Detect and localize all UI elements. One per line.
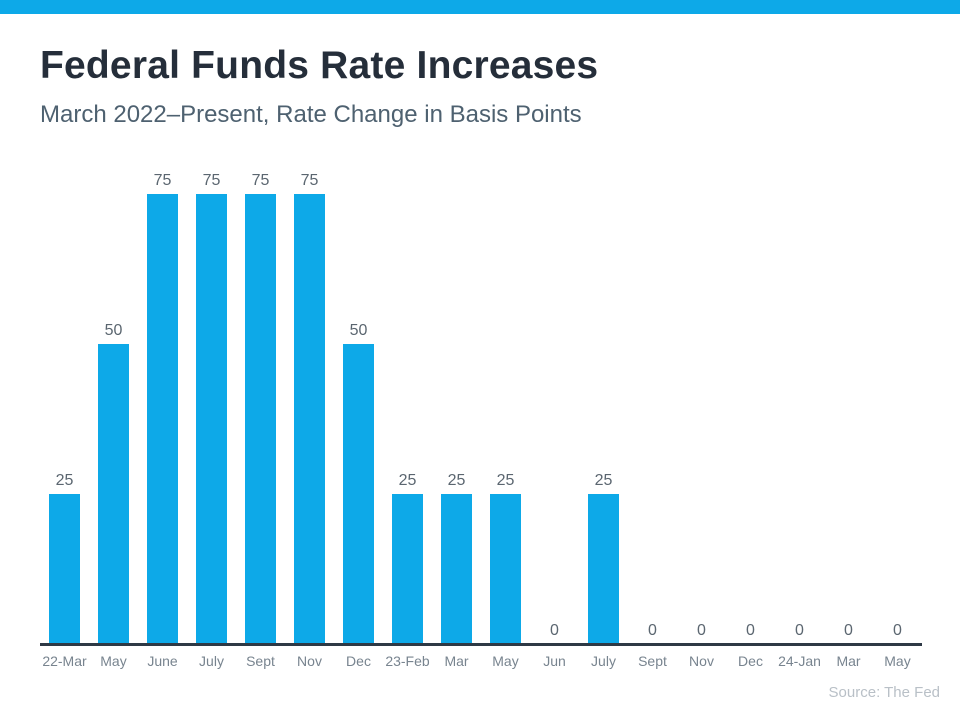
x-tick-label: Mar bbox=[444, 653, 469, 669]
x-tick-label: Dec bbox=[346, 653, 371, 669]
bar-slot: 0 bbox=[677, 623, 726, 644]
bar-slot: 25 bbox=[481, 473, 530, 644]
x-tick-label: Sept bbox=[246, 653, 275, 669]
bar-value-label: 25 bbox=[594, 472, 613, 489]
bar-slot: 25 bbox=[432, 473, 481, 644]
bar-slot: 0 bbox=[726, 623, 775, 644]
bar-slot: 0 bbox=[775, 623, 824, 644]
source-credit: Source: The Fed bbox=[828, 684, 940, 701]
x-tick-label: July bbox=[199, 653, 224, 669]
bar bbox=[441, 494, 472, 644]
bar bbox=[588, 494, 619, 644]
bar-slot: 0 bbox=[824, 623, 873, 644]
bar-value-label: 50 bbox=[104, 322, 123, 339]
x-tick-label: Mar bbox=[836, 653, 861, 669]
bar bbox=[98, 344, 129, 644]
bar-value-label: 50 bbox=[349, 322, 368, 339]
bar-value-label: 0 bbox=[697, 622, 706, 639]
x-tick-label: May bbox=[492, 653, 519, 669]
bar-slot: 50 bbox=[334, 323, 383, 644]
bar-slot: 75 bbox=[187, 173, 236, 644]
bar-value-label: 25 bbox=[496, 472, 515, 489]
chart-subtitle: March 2022–Present, Rate Change in Basis… bbox=[40, 101, 582, 128]
x-axis-line bbox=[40, 643, 922, 646]
bar bbox=[196, 194, 227, 644]
bar-slot: 50 bbox=[89, 323, 138, 644]
bar-value-label: 0 bbox=[550, 622, 559, 639]
x-tick-label: Dec bbox=[738, 653, 763, 669]
bar-value-label: 0 bbox=[746, 622, 755, 639]
bar-slot: 75 bbox=[285, 173, 334, 644]
x-tick-label: July bbox=[591, 653, 616, 669]
x-tick-label: Nov bbox=[297, 653, 322, 669]
bar bbox=[343, 344, 374, 644]
bar-value-label: 75 bbox=[153, 172, 172, 189]
bar bbox=[392, 494, 423, 644]
x-tick-label: May bbox=[884, 653, 911, 669]
bar bbox=[490, 494, 521, 644]
bar-slot: 25 bbox=[40, 473, 89, 644]
bar-slot: 0 bbox=[873, 623, 922, 644]
bar bbox=[49, 494, 80, 644]
bar-slot: 0 bbox=[530, 623, 579, 644]
bar-value-label: 75 bbox=[251, 172, 270, 189]
bar bbox=[294, 194, 325, 644]
bar-slot: 75 bbox=[138, 173, 187, 644]
bars-row: 25 50 75 75 75 75 50 25 25 25 0 25 0 0 0 0 0 0 bbox=[40, 160, 922, 644]
chart-title: Federal Funds Rate Increases bbox=[40, 44, 599, 87]
bar-value-label: 75 bbox=[202, 172, 221, 189]
bar-value-label: 0 bbox=[893, 622, 902, 639]
bar-value-label: 75 bbox=[300, 172, 319, 189]
bar-value-label: 0 bbox=[795, 622, 804, 639]
bar bbox=[147, 194, 178, 644]
x-tick-label: 22-Mar bbox=[42, 653, 87, 669]
bar-slot: 25 bbox=[383, 473, 432, 644]
bar-slot: 25 bbox=[579, 473, 628, 644]
x-axis-tick-row: 22-Mar May June July Sept Nov Dec 23-Feb Mar May J… bbox=[40, 653, 922, 669]
bar-value-label: 0 bbox=[844, 622, 853, 639]
x-tick-label: Nov bbox=[689, 653, 714, 669]
bar-slot: 75 bbox=[236, 173, 285, 644]
bar-slot: 0 bbox=[628, 623, 677, 644]
x-tick-label: May bbox=[100, 653, 127, 669]
x-tick-label: 23-Feb bbox=[385, 653, 430, 669]
x-tick-label: Sept bbox=[638, 653, 667, 669]
bar-value-label: 25 bbox=[398, 472, 417, 489]
bar-value-label: 0 bbox=[648, 622, 657, 639]
bar bbox=[245, 194, 276, 644]
x-tick-label: Jun bbox=[543, 653, 566, 669]
top-accent-bar bbox=[0, 0, 960, 14]
bar-value-label: 25 bbox=[447, 472, 466, 489]
x-tick-label: June bbox=[147, 653, 178, 669]
bar-value-label: 25 bbox=[55, 472, 74, 489]
x-tick-label: 24-Jan bbox=[778, 653, 821, 669]
